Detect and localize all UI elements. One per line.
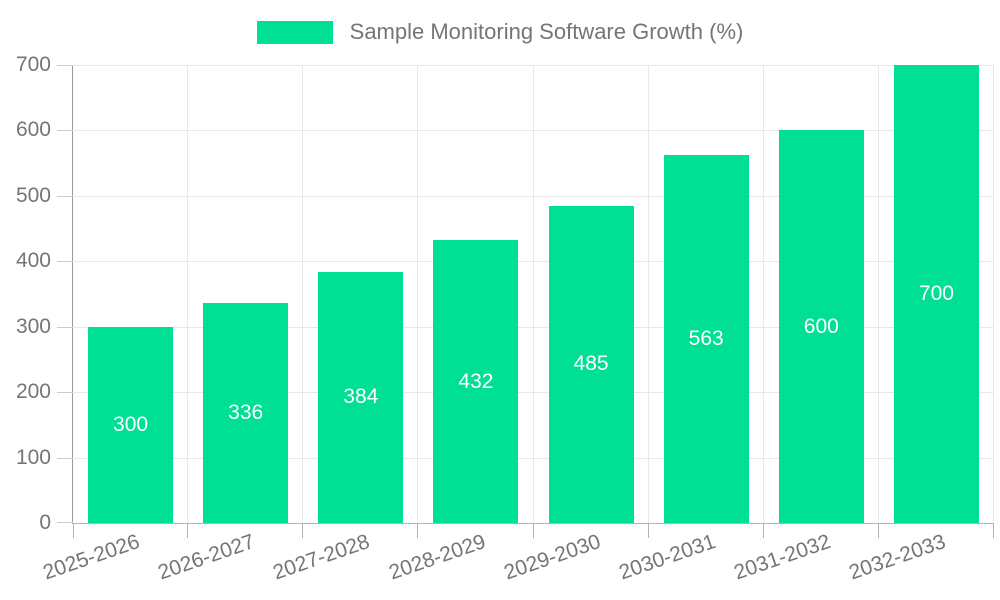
x-axis-label: 2029-2030 [500,530,604,585]
y-axis-label: 200 [15,380,51,404]
x-axis-label: 2032-2033 [846,530,949,585]
x-axis-tick [763,523,764,538]
x-axis-tick [648,523,649,538]
y-axis-tick [57,195,73,197]
y-axis-label: 0 [39,511,51,534]
x-axis-label: 2031-2032 [731,530,834,585]
bar-value-label: 563 [688,326,724,350]
bar-value-label: 384 [343,385,379,409]
gridline-vertical [187,65,188,523]
gridline-vertical [417,65,418,523]
x-axis-tick [417,523,418,538]
y-axis-label: 100 [15,445,51,469]
y-axis-tick [57,65,73,66]
gridline-vertical [878,65,879,523]
x-axis-tick [187,523,188,538]
y-axis-label: 300 [15,314,51,338]
bar[interactable]: 432 [433,240,519,523]
plot-area: 0 100 200 300 400 500 600 700 2025-2026 2026-202… [16,54,994,585]
bar-value-label: 600 [803,314,839,338]
y-axis-label: 400 [15,249,51,273]
gridline-vertical [993,65,994,523]
x-axis-label: 2030-2031 [615,530,719,585]
gridline-vertical [533,65,534,523]
bar-value-label: 700 [918,282,954,305]
y-axis-tick [57,130,73,132]
bar[interactable]: 300 [88,326,174,523]
gridline-vertical [763,65,764,523]
y-axis-label: 500 [15,183,51,207]
bar[interactable]: 336 [203,303,289,523]
bar-value-label: 336 [228,401,264,425]
x-axis-label: 2028-2029 [385,530,489,585]
y-axis-label: 600 [15,118,51,142]
y-axis-tick [57,261,73,263]
y-axis-tick [57,392,73,394]
bar[interactable]: 600 [778,130,864,523]
y-axis-tick [57,522,73,523]
x-axis-tick [73,523,74,538]
x-axis-tick [878,523,879,538]
y-axis-tick [57,457,73,459]
gridline-vertical [648,65,649,523]
x-axis-tick [533,523,534,538]
bar-value-label: 485 [573,352,609,376]
bar-value-label: 432 [458,369,494,393]
bar-value-label: 300 [113,412,149,436]
bar[interactable]: 384 [318,271,404,523]
x-axis-label: 2025-2026 [40,530,143,585]
legend-swatch [256,20,333,44]
bar[interactable]: 485 [548,205,634,523]
chart-legend[interactable]: Sample Monitoring Software Growth (%) [0,19,1000,45]
bar[interactable]: 563 [663,154,749,523]
x-axis-label: 2027-2028 [270,530,373,585]
y-axis-label: 700 [15,53,51,76]
legend-label: Sample Monitoring Software Growth (%) [349,19,744,44]
x-axis-tick [302,523,303,538]
bar[interactable]: 700 [893,65,979,523]
y-axis-tick [57,326,73,328]
x-axis-label: 2026-2027 [155,530,258,585]
gridline-vertical [302,65,303,523]
x-axis-tick [993,523,994,538]
